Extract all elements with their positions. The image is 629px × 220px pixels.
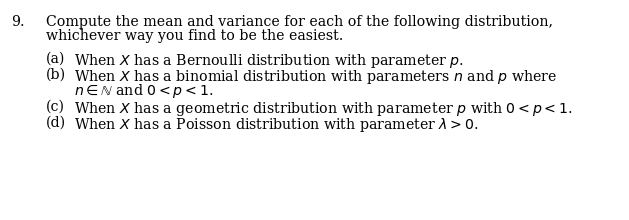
Text: (c): (c) bbox=[46, 100, 65, 114]
Text: (b): (b) bbox=[46, 68, 66, 82]
Text: 9.: 9. bbox=[11, 15, 25, 29]
Text: whichever way you find to be the easiest.: whichever way you find to be the easiest… bbox=[46, 29, 343, 43]
Text: (d): (d) bbox=[46, 116, 66, 130]
Text: When $X$ has a geometric distribution with parameter $p$ with $0 < p < 1$.: When $X$ has a geometric distribution wi… bbox=[74, 100, 573, 118]
Text: (a): (a) bbox=[46, 52, 65, 66]
Text: $n \in \mathbb{N}$ and $0 < p < 1$.: $n \in \mathbb{N}$ and $0 < p < 1$. bbox=[74, 82, 214, 100]
Text: When $X$ has a binomial distribution with parameters $n$ and $p$ where: When $X$ has a binomial distribution wit… bbox=[74, 68, 557, 86]
Text: When $X$ has a Poisson distribution with parameter $\lambda > 0$.: When $X$ has a Poisson distribution with… bbox=[74, 116, 479, 134]
Text: Compute the mean and variance for each of the following distribution,: Compute the mean and variance for each o… bbox=[46, 15, 553, 29]
Text: When $X$ has a Bernoulli distribution with parameter $p$.: When $X$ has a Bernoulli distribution wi… bbox=[74, 52, 464, 70]
